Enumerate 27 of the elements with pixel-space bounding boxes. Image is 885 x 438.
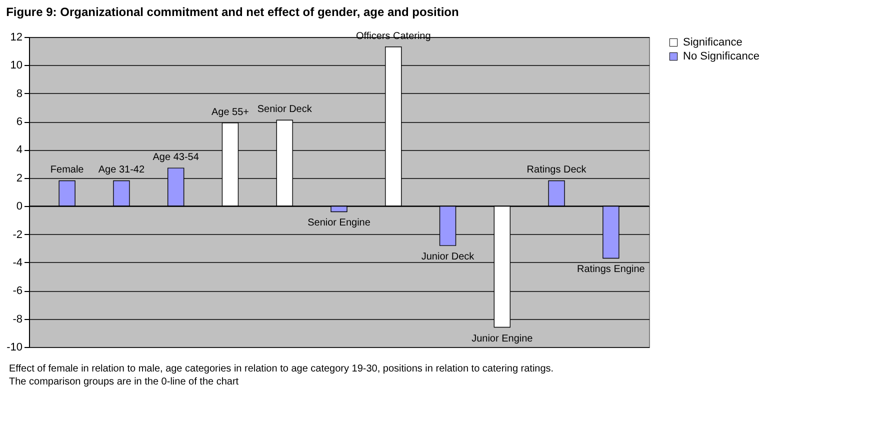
y-tick-label: 4 [16,144,22,156]
x-tick-label: Ratings Deck [526,164,588,176]
text: Effect of female in relation to male, age categories in relation to age category 19-30, positions in relation to catering ratings. [9,364,554,374]
legend-label: Significance [683,36,742,48]
x-tick-label: Senior Engine [308,218,371,229]
y-tick-label: -6 [12,285,22,298]
y-tick-label: -10 [6,342,22,354]
y-tick-label: 12 [10,32,22,44]
text: The comparison groups are in the 0-line of the chart [9,376,239,388]
x-tick-label: Age 55+ [211,106,250,118]
y-tick-label: 6 [16,116,22,128]
y-tick-label: 0 [16,200,22,213]
y-tick-label: -2 [12,228,22,241]
x-tick-label: Senior Deck [257,104,313,116]
x-tick-label: Junior Engine [472,333,534,344]
y-tick-label: -8 [12,313,22,326]
y-tick-label: -4 [12,256,22,269]
x-tick-label: Age 43-54 [152,152,200,164]
chart-title: Figure 9: Organizational commitment and net effect of gender, age and position [6,4,459,19]
x-tick-label: Female [50,164,84,176]
x-tick-label: Junior Deck [421,252,476,263]
y-tick-label: 2 [16,172,22,184]
y-tick-label: 10 [10,60,22,72]
x-tick-label: Age 31-42 [98,164,145,176]
y-tick-label: 8 [16,88,22,100]
x-tick-label: Ratings Engine [577,264,646,276]
legend-label: No Significance [683,50,760,62]
